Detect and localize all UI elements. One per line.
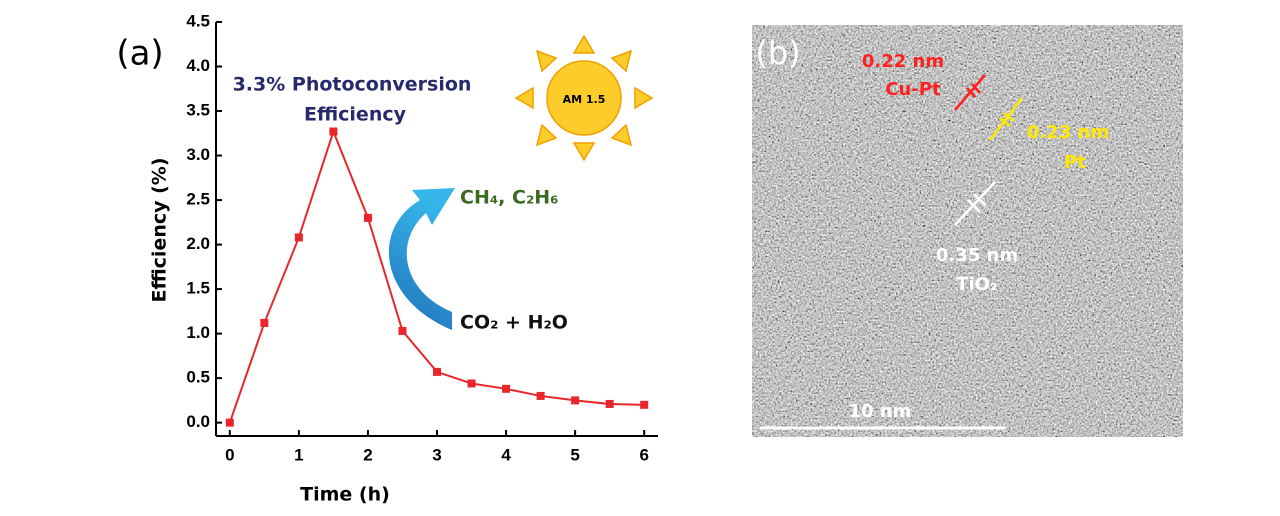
x-tick-label: 6 [639, 445, 648, 464]
x-tick-label: 3 [432, 445, 441, 464]
annotation: CH₄, C₂H₆ [460, 187, 559, 209]
panel-label: (a) [116, 34, 163, 74]
lattice-markers [954, 74, 1023, 226]
data-point [433, 367, 441, 376]
x-axis-label: Time (h) [300, 484, 390, 506]
data-point [260, 318, 269, 327]
y-tick-label: 3.5 [186, 101, 210, 120]
data-point [467, 379, 476, 388]
annotation: Efficiency [304, 104, 407, 126]
y-tick-label: 2.0 [186, 234, 210, 253]
y-tick-label: 3.0 [186, 145, 210, 164]
scale-bar-label: 10 nm [849, 401, 912, 422]
tem-image [752, 25, 1183, 437]
annotation: TiO₂ [956, 274, 998, 295]
data-point [225, 418, 234, 427]
annotation: 0.22 nm [862, 51, 944, 72]
series-line [228, 128, 645, 423]
data-point [398, 326, 407, 335]
y-axis-label: Efficiency (%) [149, 157, 171, 302]
x-tick-label: 4 [501, 445, 511, 464]
panel-label: (b) [755, 34, 800, 72]
y-tick-label: 4.5 [186, 11, 210, 30]
data-point [605, 399, 614, 408]
data-point [294, 233, 303, 242]
x-tick-label: 5 [570, 445, 579, 464]
data-point [329, 127, 338, 136]
y-tick-label: 0.0 [186, 412, 210, 431]
sun-label: AM 1.5 [563, 93, 606, 106]
y-tick-label: 4.0 [186, 56, 210, 75]
y-tick-label: 2.5 [186, 190, 210, 209]
y-tick-label: 1.5 [186, 279, 210, 298]
annotation: 0.23 nm [1027, 122, 1109, 143]
data-point [571, 396, 580, 405]
data-point [502, 384, 511, 393]
y-tick-label: 0.5 [186, 368, 210, 387]
annotation: 0.35 nm [936, 245, 1018, 266]
data-point [640, 400, 649, 409]
sun-icon [514, 34, 654, 162]
data-point [363, 213, 372, 222]
annotation: Pt [1064, 152, 1086, 173]
x-tick-label: 1 [294, 445, 303, 464]
annotation: Cu-Pt [885, 79, 941, 100]
annotation: 3.3% Photoconversion [233, 74, 472, 96]
annotation: CO₂ + H₂O [460, 312, 568, 334]
x-tick-label: 0 [225, 445, 234, 464]
x-tick-label: 2 [363, 445, 372, 464]
reaction-arrow [388, 188, 455, 330]
y-tick-label: 1.0 [186, 323, 210, 342]
data-point [536, 391, 545, 400]
